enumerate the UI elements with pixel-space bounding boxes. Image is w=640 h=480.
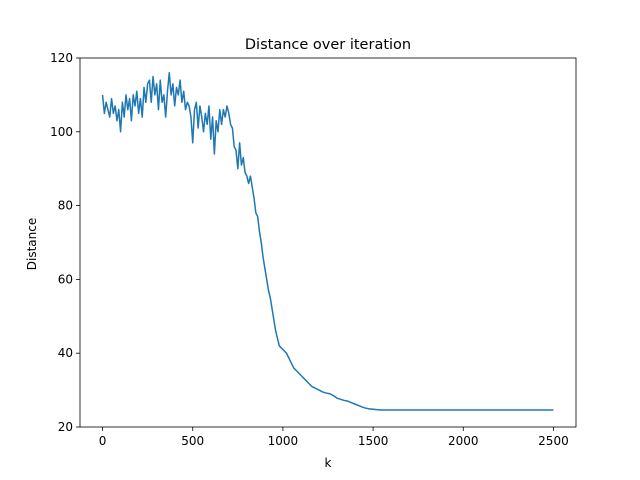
y-tick-label: 120 [50, 51, 73, 65]
plot-area: 0 500 1000 1500 2000 2500 20 40 60 80 100 120 [50, 51, 577, 448]
y-tick-label: 60 [58, 272, 73, 286]
plot-frame [79, 57, 577, 428]
y-tick-label: 80 [58, 199, 73, 213]
y-axis-label: Distance [25, 218, 39, 270]
y-tick-label: 20 [58, 420, 73, 434]
x-tick-label: 1500 [358, 434, 389, 448]
x-tick-label: 2500 [538, 434, 569, 448]
chart-title: Distance over iteration [245, 37, 411, 53]
y-tick-label: 40 [58, 346, 73, 360]
x-tick-label: 1000 [268, 434, 299, 448]
y-tick-label: 100 [50, 125, 73, 139]
series-line-1 [101, 72, 554, 411]
x-axis-label: k [325, 456, 332, 470]
x-tick-label: 2000 [448, 434, 479, 448]
x-tick-label: 0 [99, 434, 107, 448]
x-tick-label: 500 [181, 434, 204, 448]
